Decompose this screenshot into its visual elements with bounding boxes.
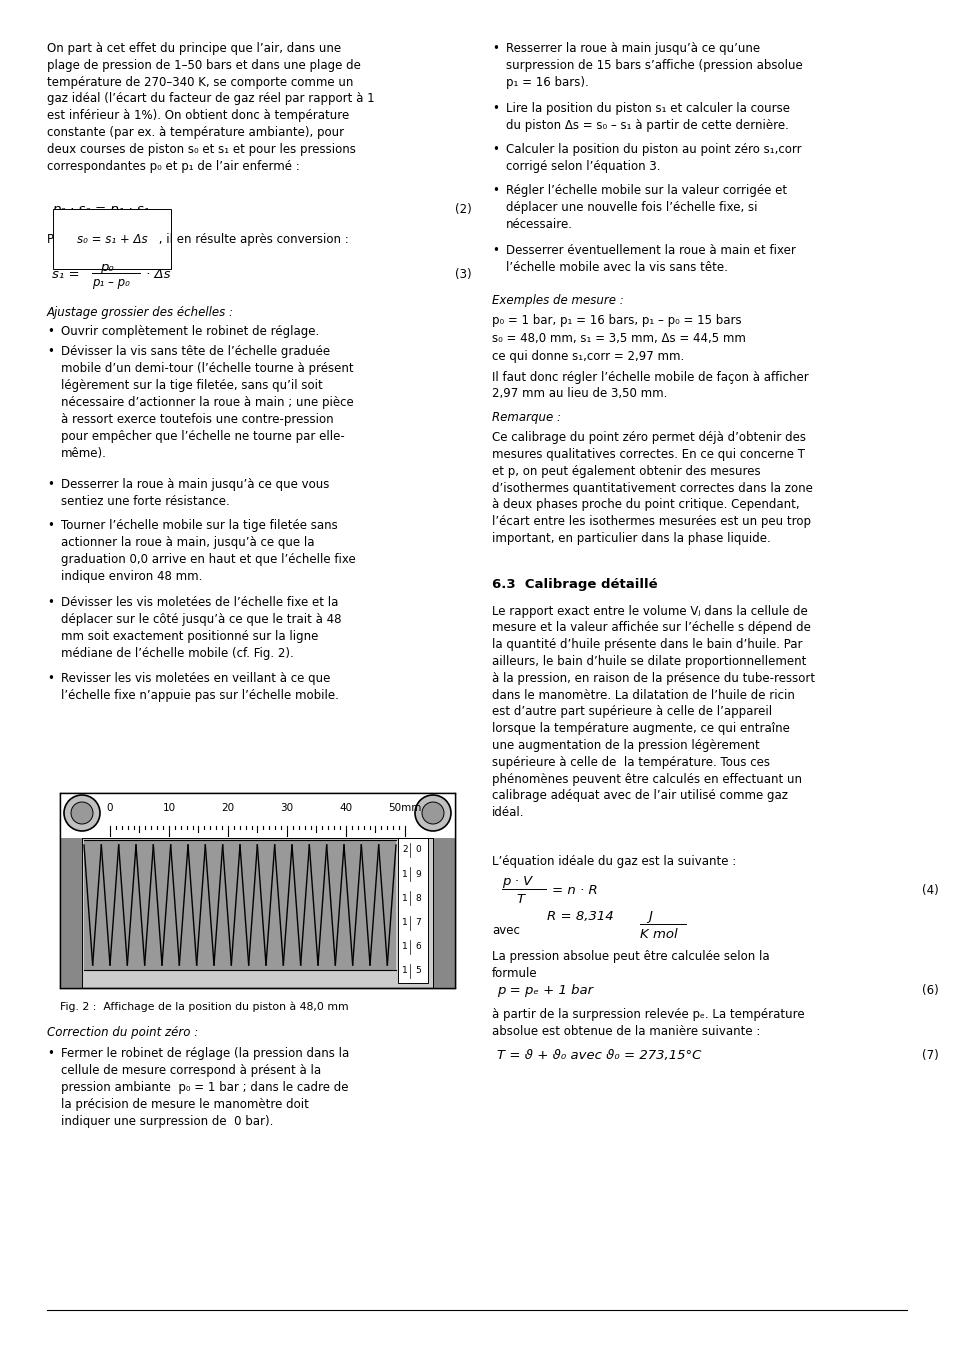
Text: Calculer la position du piston au point zéro s₁,corr
corrigé selon l’équation 3.: Calculer la position du piston au point … [505,143,801,173]
Text: s₁ =: s₁ = [52,267,79,281]
Text: •: • [47,519,53,532]
Text: · Δs: · Δs [146,267,171,281]
Circle shape [64,794,100,831]
Text: Dévisser les vis moletées de l’échelle fixe et la
déplacer sur le côté jusqu’à c: Dévisser les vis moletées de l’échelle f… [61,596,341,659]
Text: 0: 0 [415,846,420,854]
Text: Fermer le robinet de réglage (la pression dans la
cellule de mesure correspond à: Fermer le robinet de réglage (la pressio… [61,1047,349,1128]
Text: p = pₑ + 1 bar: p = pₑ + 1 bar [497,984,593,997]
Text: 0: 0 [107,802,113,813]
Text: Régler l’échelle mobile sur la valeur corrigée et
déplacer une nouvelle fois l’é: Régler l’échelle mobile sur la valeur co… [505,184,786,231]
Text: 20: 20 [221,802,234,813]
Text: 1: 1 [402,917,408,927]
Bar [84,840,395,970]
Text: Correction du point zéro :: Correction du point zéro : [47,1027,198,1039]
Text: On part à cet effet du principe que l’air, dans une
plage de pression de 1–50 ba: On part à cet effet du principe que l’ai… [47,42,375,173]
Text: 1: 1 [402,894,408,902]
Text: p₁ – p₀: p₁ – p₀ [91,276,130,289]
Bar [397,838,428,984]
Text: (7): (7) [921,1048,938,1062]
Text: Revisser les vis moletées en veillant à ce que
l’échelle fixe n’appuie pas sur l: Revisser les vis moletées en veillant à … [61,671,338,703]
Text: •: • [492,143,498,157]
Text: •: • [47,478,53,490]
Text: T: T [516,893,523,907]
Text: 7: 7 [415,917,420,927]
Text: p₀ · s₀ = p₁ · s₁: p₀ · s₀ = p₁ · s₁ [52,203,149,216]
Text: 1: 1 [402,966,408,975]
Bar [60,838,82,988]
Text: K mol: K mol [639,928,677,942]
Text: 5: 5 [415,966,420,975]
Text: Le rapport exact entre le volume Vⱼ dans la cellule de
mesure et la valeur affic: Le rapport exact entre le volume Vⱼ dans… [492,605,814,819]
Text: 2: 2 [402,846,408,854]
Text: Lire la position du piston s₁ et calculer la course
du piston Δs = s₀ – s₁ à par: Lire la position du piston s₁ et calcule… [505,101,789,132]
Text: •: • [492,101,498,115]
Text: J: J [647,911,651,923]
Text: avec: avec [492,924,519,938]
Text: 6.3  Calibrage détaillé: 6.3 Calibrage détaillé [492,578,657,590]
Text: Desserrer éventuellement la roue à main et fixer
l’échelle mobile avec la vis sa: Desserrer éventuellement la roue à main … [505,245,795,274]
Text: Pour: Pour [47,232,77,246]
Text: Remarque :: Remarque : [492,411,560,424]
Text: s₀ = 48,0 mm, s₁ = 3,5 mm, Δs = 44,5 mm: s₀ = 48,0 mm, s₁ = 3,5 mm, Δs = 44,5 mm [492,332,745,345]
Text: Desserrer la roue à main jusqu’à ce que vous
sentiez une forte résistance.: Desserrer la roue à main jusqu’à ce que … [61,478,329,508]
Text: s₀ = s₁ + Δs: s₀ = s₁ + Δs [77,232,148,246]
Circle shape [415,794,451,831]
Circle shape [421,802,443,824]
Text: , il en résulte après conversion :: , il en résulte après conversion : [154,232,349,246]
Text: 1: 1 [402,870,408,878]
Text: p · V: p · V [501,875,532,888]
Text: 8: 8 [415,894,420,902]
Text: 9: 9 [415,870,420,878]
Bar [433,838,455,988]
Bar [60,793,455,838]
Text: •: • [492,42,498,55]
Text: R = 8,314: R = 8,314 [546,911,613,923]
Text: Tourner l’échelle mobile sur la tige filetée sans
actionner la roue à main, jusq: Tourner l’échelle mobile sur la tige fil… [61,519,355,584]
Text: •: • [47,671,53,685]
Text: (4): (4) [921,884,938,897]
Text: à partir de la surpression relevée pₑ. La température
absolue est obtenue de la : à partir de la surpression relevée pₑ. L… [492,1008,803,1038]
Circle shape [71,802,92,824]
Text: •: • [492,184,498,197]
Text: Fig. 2 :  Affichage de la position du piston à 48,0 mm: Fig. 2 : Affichage de la position du pis… [60,1002,348,1012]
Text: Ajustage grossier des échelles :: Ajustage grossier des échelles : [47,307,233,319]
Bar [60,793,455,988]
Text: •: • [47,1047,53,1059]
Text: •: • [492,245,498,257]
Text: 1: 1 [402,942,408,951]
Text: Ouvrir complètement le robinet de réglage.: Ouvrir complètement le robinet de réglag… [61,326,319,338]
Text: 10: 10 [162,802,175,813]
Text: •: • [47,346,53,358]
Text: Resserrer la roue à main jusqu’à ce qu’une
surpression de 15 bars s’affiche (pre: Resserrer la roue à main jusqu’à ce qu’u… [505,42,801,89]
Text: = n · R: = n · R [552,884,598,897]
Text: ce qui donne s₁,corr = 2,97 mm.: ce qui donne s₁,corr = 2,97 mm. [492,350,683,363]
Text: Ce calibrage du point zéro permet déjà d’obtenir des
mesures qualitatives correc: Ce calibrage du point zéro permet déjà d… [492,431,812,544]
Text: 40: 40 [339,802,353,813]
Text: Exemples de mesure :: Exemples de mesure : [492,293,623,307]
Text: •: • [47,326,53,338]
Text: T = ϑ + ϑ₀ avec ϑ₀ = 273,15°C: T = ϑ + ϑ₀ avec ϑ₀ = 273,15°C [497,1048,700,1062]
Text: Il faut donc régler l’échelle mobile de façon à afficher
2,97 mm au lieu de 3,50: Il faut donc régler l’échelle mobile de … [492,370,808,400]
Text: 6: 6 [415,942,420,951]
Text: L’équation idéale du gaz est la suivante :: L’équation idéale du gaz est la suivante… [492,855,736,867]
Text: •: • [47,596,53,608]
Text: 50mm: 50mm [388,802,421,813]
Text: 30: 30 [280,802,294,813]
Text: La pression absolue peut être calculée selon la
formule: La pression absolue peut être calculée s… [492,950,769,979]
Text: (2): (2) [455,203,471,216]
Text: (6): (6) [921,984,938,997]
Text: (3): (3) [455,267,471,281]
Text: p₀ = 1 bar, p₁ = 16 bars, p₁ – p₀ = 15 bars: p₀ = 1 bar, p₁ = 16 bars, p₁ – p₀ = 15 b… [492,313,740,327]
Text: Dévisser la vis sans tête de l’échelle graduée
mobile d’un demi-tour (l’échelle : Dévisser la vis sans tête de l’échelle g… [61,346,354,461]
Text: p₀: p₀ [100,261,113,274]
